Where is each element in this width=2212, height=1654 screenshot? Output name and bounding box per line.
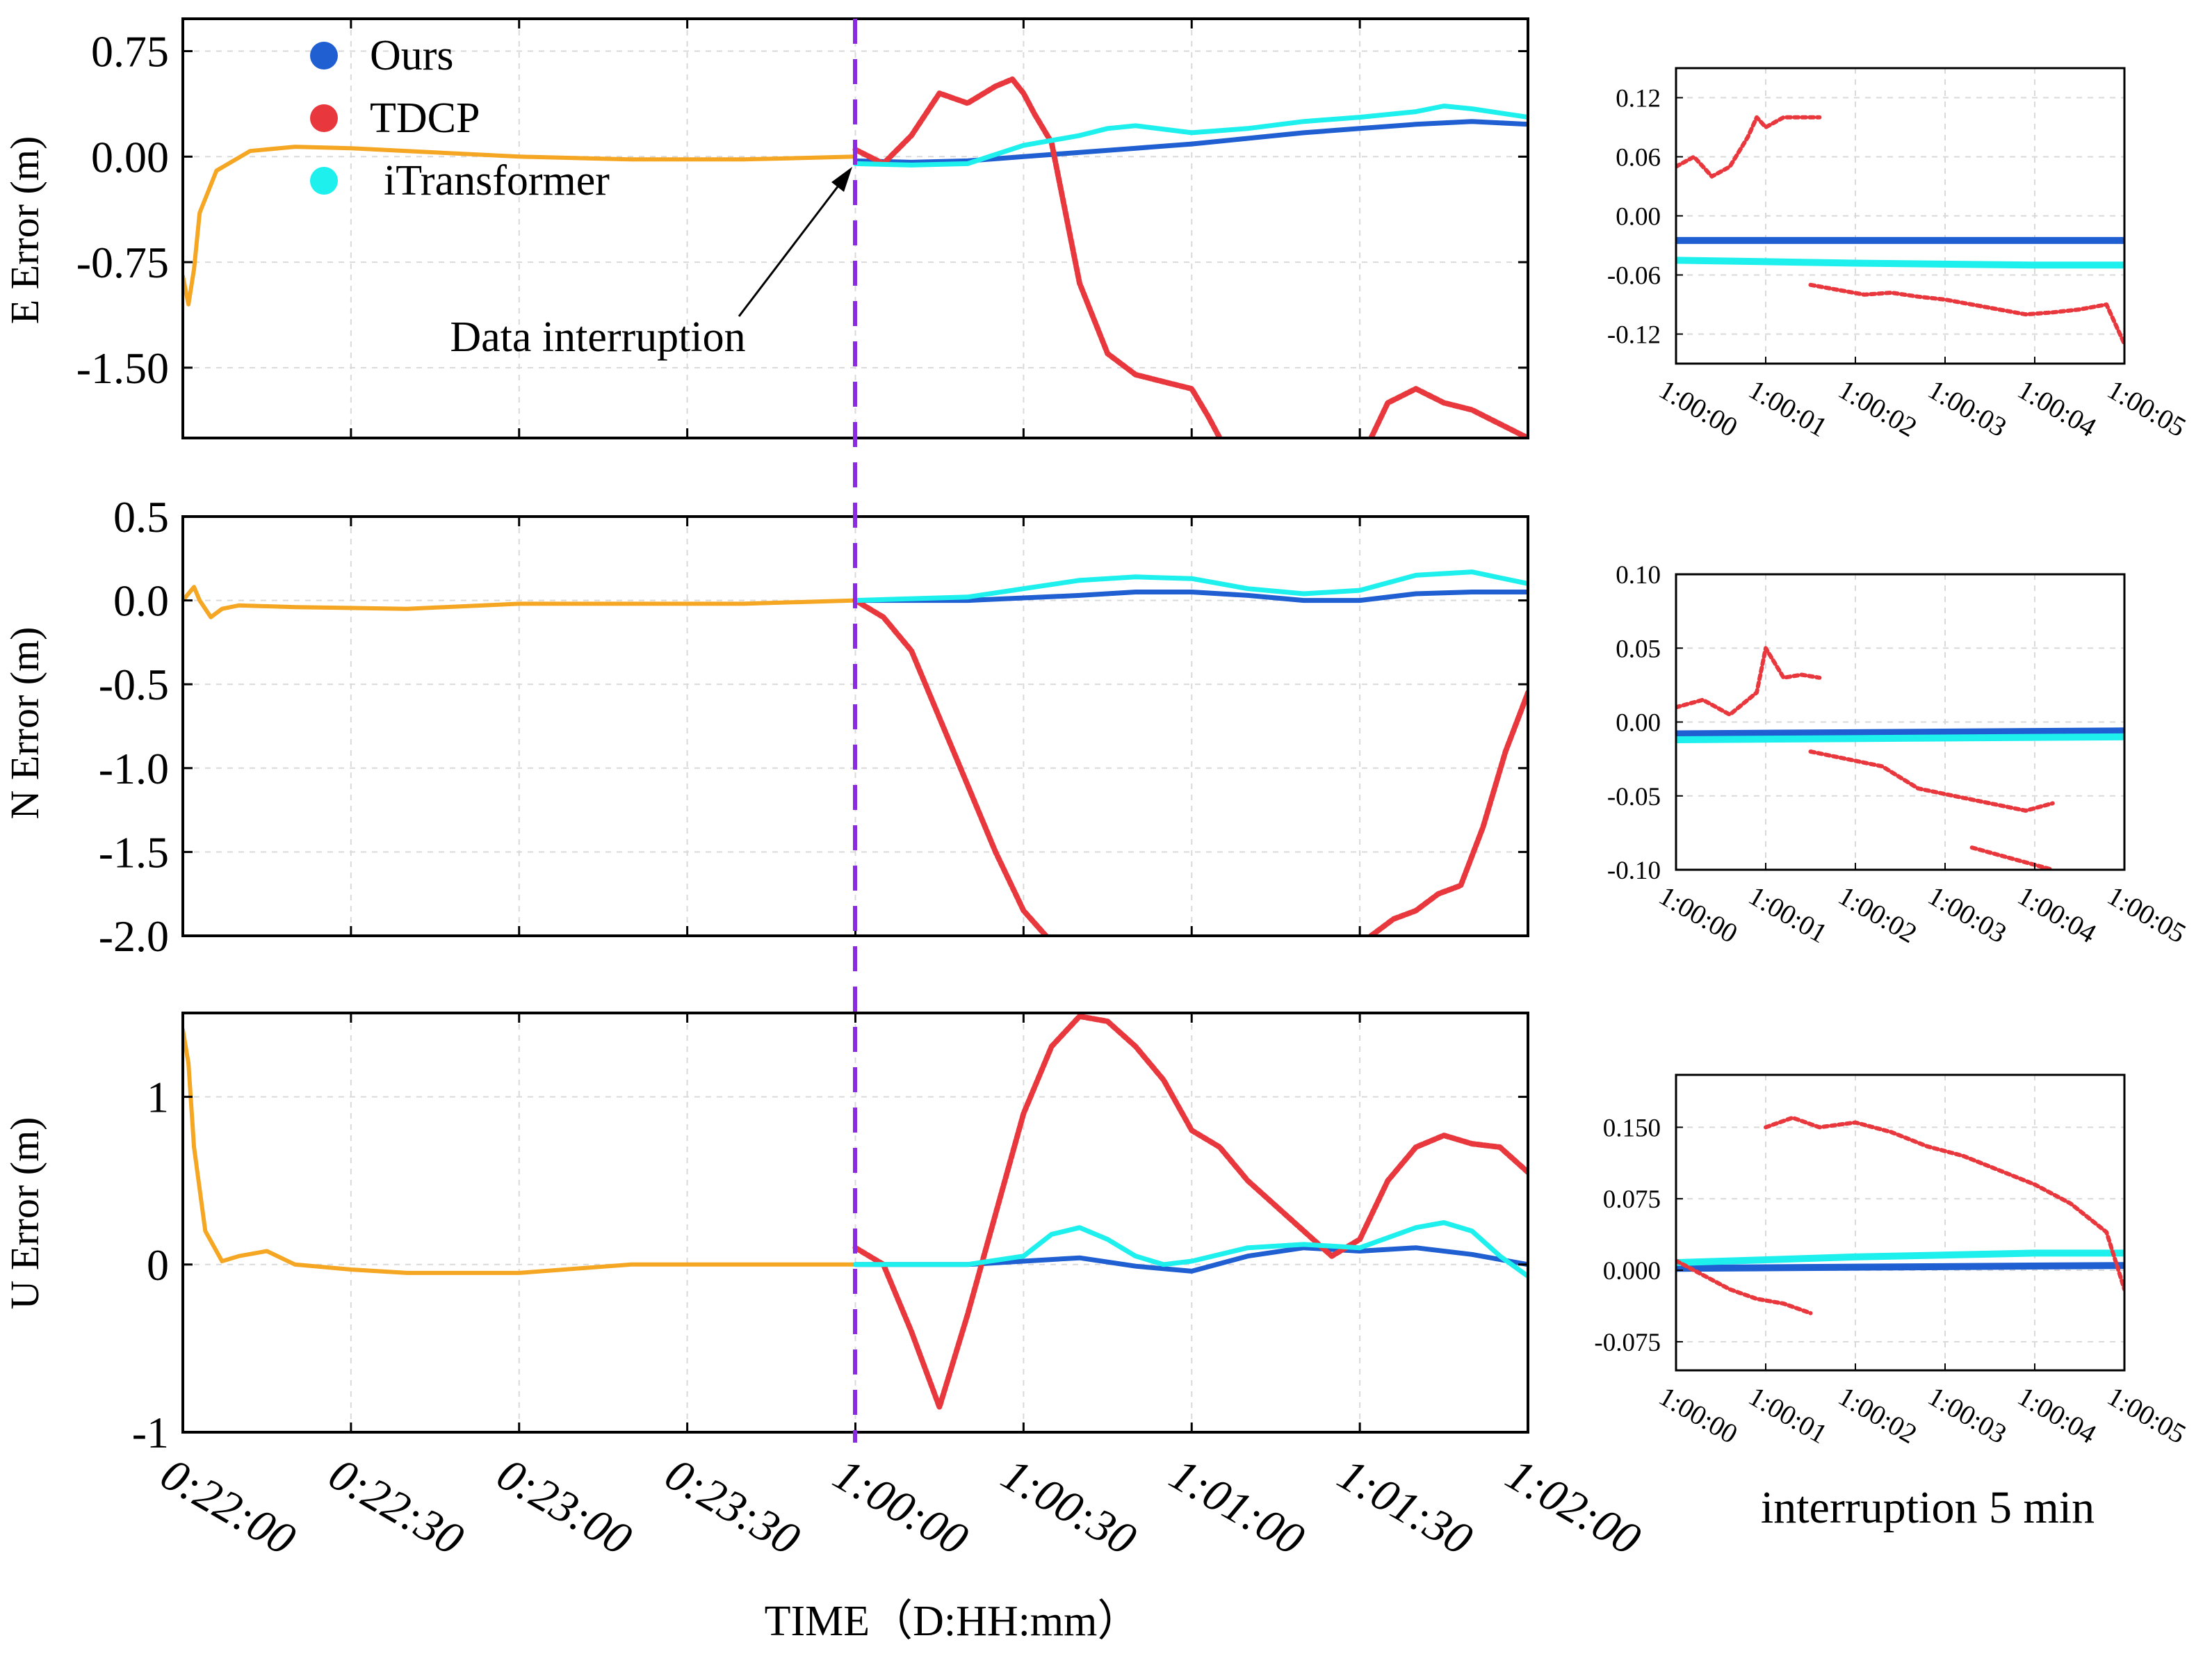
legend-label-ours: Ours bbox=[370, 32, 454, 79]
series-tdcp-2 bbox=[852, 597, 1049, 936]
zoom-series-tdcp-3 bbox=[1808, 282, 2124, 346]
y-tick-label: -2.0 bbox=[99, 911, 169, 961]
zoom-y-tick-label: 0.12 bbox=[1616, 85, 1661, 113]
zoom-y-tick-label: -0.06 bbox=[1607, 262, 1661, 291]
zoom-series-tdcp-2 bbox=[1676, 1258, 1813, 1315]
annotation-arrow-head bbox=[831, 167, 852, 192]
zoom-series-tdcp-2 bbox=[1676, 646, 1822, 717]
main-panel-n: N Error (m) 0.5 0.0 -0.5 -1.0 -1.5 -2.0 bbox=[2, 492, 1529, 961]
series-tdcp-2 bbox=[852, 1013, 1528, 1410]
ylabel-u: U Error (m) bbox=[2, 1117, 47, 1309]
y-tick-label: -0.5 bbox=[99, 660, 169, 709]
series-itransformer-4 bbox=[853, 104, 1528, 168]
zoom-series-tdcp-4 bbox=[1969, 845, 2055, 870]
legend-label-tdcp: TDCP bbox=[370, 95, 480, 142]
legend-marker-ours bbox=[310, 42, 338, 70]
legend-marker-tdcp bbox=[310, 104, 338, 132]
y-tick-label: 0 bbox=[147, 1240, 169, 1290]
zoom-y-tick-label: 0.06 bbox=[1616, 144, 1661, 172]
zoom-series-tdcp-3 bbox=[1808, 749, 2055, 813]
zoom-y-tick-label: 0.075 bbox=[1603, 1185, 1661, 1214]
y-tick-label: 0.0 bbox=[113, 576, 169, 626]
zoom-y-tick-label: 0.150 bbox=[1603, 1114, 1661, 1142]
y-tick-label: 0.5 bbox=[113, 492, 169, 542]
zoom-y-tick-label: 0.10 bbox=[1616, 561, 1661, 590]
series-tdcp-3 bbox=[1368, 386, 1528, 438]
zoom-series-tdcp-2 bbox=[1676, 115, 1822, 179]
series-pre-0 bbox=[183, 1028, 858, 1275]
series-ours-1 bbox=[853, 1245, 1528, 1274]
zoom-y-tick-label: -0.05 bbox=[1607, 783, 1661, 811]
zoom-y-tick-label: 0.00 bbox=[1616, 203, 1661, 232]
interruption-label: interruption 5 min bbox=[1761, 1482, 2095, 1533]
zoom-y-tick-label: -0.10 bbox=[1607, 857, 1661, 885]
zoom-frame bbox=[1675, 1073, 2126, 1372]
zoom-y-tick-label: -0.12 bbox=[1607, 321, 1661, 350]
zoom-series-itransformer-1 bbox=[1676, 1249, 2124, 1267]
y-tick-label: -1 bbox=[132, 1408, 169, 1457]
y-tick-label: 0.75 bbox=[91, 27, 169, 76]
y-tick-label: -1.0 bbox=[99, 744, 169, 793]
zoom-series-itransformer-1 bbox=[1676, 733, 2124, 743]
legend-marker-itransformer bbox=[310, 167, 338, 195]
y-tick-label: -1.50 bbox=[76, 343, 169, 393]
series-pre-0 bbox=[183, 145, 858, 307]
zoom-series-ours-0 bbox=[1676, 1262, 2124, 1272]
annotation-arrow-shaft bbox=[738, 179, 845, 317]
x-axis-title: TIME（D:HH:mm） bbox=[765, 1598, 1141, 1645]
zoom-y-tick-label: 0.00 bbox=[1616, 709, 1661, 738]
ylabel-e: E Error (m) bbox=[2, 136, 47, 325]
zoom-series-itransformer-1 bbox=[1676, 257, 2124, 269]
series-itransformer-3 bbox=[853, 1220, 1528, 1279]
zoom-y-tick-label: 0.000 bbox=[1603, 1257, 1661, 1286]
ylabel-n: N Error (m) bbox=[2, 626, 47, 819]
zoom-y-tick-label: -0.075 bbox=[1594, 1329, 1661, 1357]
zoom-y-tick-label: 0.05 bbox=[1616, 635, 1661, 663]
series-tdcp-2 bbox=[852, 76, 1223, 438]
series-ours-1 bbox=[853, 119, 1528, 165]
annotation-text: Data interruption bbox=[450, 314, 745, 361]
y-tick-label: -0.75 bbox=[76, 238, 169, 287]
zoom-series-tdcp-3 bbox=[1764, 1115, 2124, 1292]
series-pre-0 bbox=[183, 585, 858, 619]
y-tick-label: -1.5 bbox=[99, 827, 169, 877]
y-tick-label: 1 bbox=[147, 1073, 169, 1122]
series-itransformer-4 bbox=[853, 569, 1528, 603]
series-ours-1 bbox=[853, 590, 1528, 603]
zoom-series-ours-0 bbox=[1676, 727, 2124, 738]
data-interruption-annotation: Data interruption bbox=[450, 167, 852, 361]
y-tick-label: 0.00 bbox=[91, 132, 169, 181]
series-tdcp-3 bbox=[1368, 690, 1528, 936]
legend: Ours TDCP iTransformer bbox=[310, 32, 610, 204]
legend-label-itransformer: iTransformer bbox=[384, 157, 610, 204]
